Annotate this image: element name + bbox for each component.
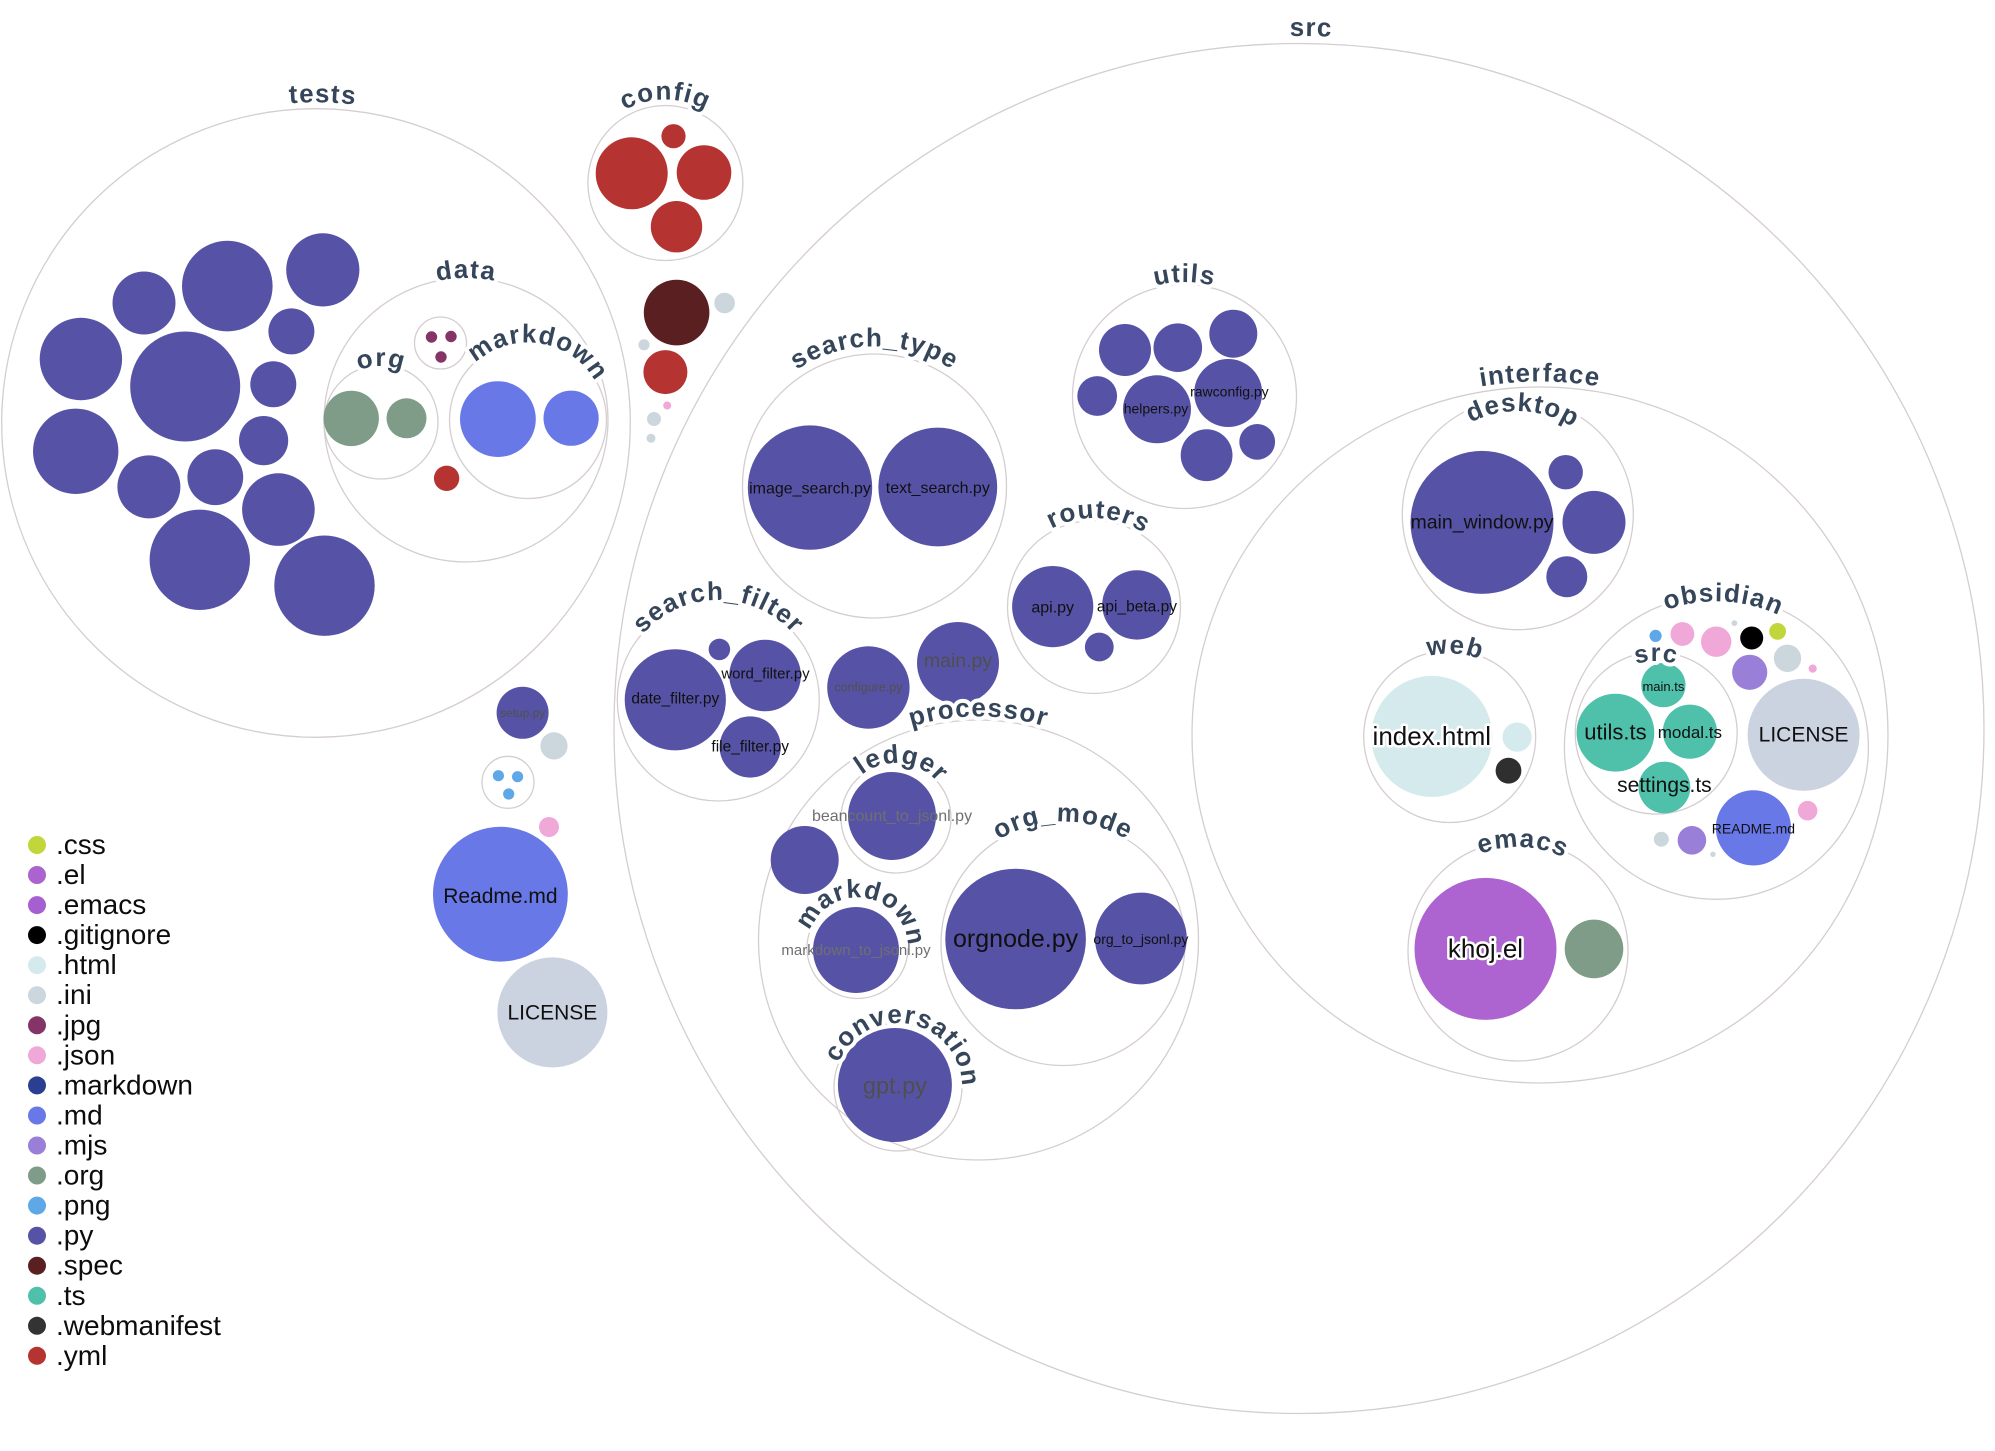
svg-text:.markdown: .markdown (56, 1069, 193, 1100)
svg-text:README.md: README.md (1712, 821, 1795, 837)
svg-text:Readme.md: Readme.md (443, 885, 557, 908)
svg-text:.png: .png (56, 1190, 111, 1221)
svg-text:main.ts: main.ts (1642, 679, 1684, 694)
svg-text:configure.py: configure.py (834, 681, 903, 695)
svg-text:orgnode.py: orgnode.py (953, 925, 1079, 953)
svg-text:index.html: index.html (1373, 721, 1492, 751)
svg-text:.ts: .ts (56, 1280, 86, 1311)
svg-text:.css: .css (56, 829, 106, 860)
svg-text:main.py: main.py (924, 650, 993, 672)
svg-text:.org: .org (56, 1160, 104, 1191)
svg-text:main_window.py: main_window.py (1410, 512, 1553, 534)
svg-text:data: data (434, 254, 499, 287)
svg-text:file_filter.py: file_filter.py (711, 739, 789, 756)
svg-text:modal.ts: modal.ts (1658, 723, 1722, 742)
svg-text:tests: tests (287, 78, 358, 111)
svg-text:.py: .py (56, 1220, 93, 1251)
svg-text:.mjs: .mjs (56, 1130, 107, 1161)
svg-text:gpt.py: gpt.py (863, 1073, 927, 1099)
svg-text:image_search.py: image_search.py (749, 481, 871, 498)
svg-text:src: src (1289, 12, 1333, 43)
svg-text:.spec: .spec (56, 1250, 123, 1281)
svg-text:src: src (1632, 639, 1681, 669)
svg-text:rawconfig.py: rawconfig.py (1190, 384, 1269, 400)
svg-text:org_to_jsonl.py: org_to_jsonl.py (1093, 931, 1188, 947)
svg-text:word_filter.py: word_filter.py (720, 666, 810, 683)
svg-text:settings.ts: settings.ts (1617, 774, 1712, 797)
svg-text:.ini: .ini (56, 979, 92, 1010)
svg-text:.webmanifest: .webmanifest (56, 1310, 221, 1341)
svg-text:.gitignore: .gitignore (56, 919, 171, 950)
svg-text:api_beta.py: api_beta.py (1097, 599, 1177, 616)
svg-text:.emacs: .emacs (56, 889, 146, 920)
svg-text:.el: .el (56, 859, 86, 890)
svg-text:.md: .md (56, 1100, 103, 1131)
svg-text:.json: .json (56, 1039, 115, 1070)
svg-text:LICENSE: LICENSE (507, 1002, 597, 1025)
svg-text:beancount_to_jsonl.py: beancount_to_jsonl.py (812, 808, 972, 825)
svg-text:helpers.py: helpers.py (1124, 401, 1189, 417)
svg-text:text_search.py: text_search.py (886, 480, 990, 497)
svg-text:.html: .html (56, 949, 117, 980)
svg-text:utils.ts: utils.ts (1584, 720, 1646, 745)
svg-text:org: org (353, 342, 410, 376)
svg-text:markdown_to_jsonl.py: markdown_to_jsonl.py (781, 942, 931, 959)
svg-text:.yml: .yml (56, 1340, 107, 1371)
svg-text:date_filter.py: date_filter.py (631, 691, 719, 708)
svg-text:utils: utils (1151, 258, 1219, 292)
svg-text:.jpg: .jpg (56, 1009, 101, 1040)
svg-text:setup.py: setup.py (500, 706, 545, 720)
svg-text:interface: interface (1477, 357, 1603, 392)
svg-text:LICENSE: LICENSE (1759, 724, 1849, 747)
svg-text:khoj.el: khoj.el (1448, 934, 1523, 964)
svg-text:api.py: api.py (1031, 600, 1074, 617)
